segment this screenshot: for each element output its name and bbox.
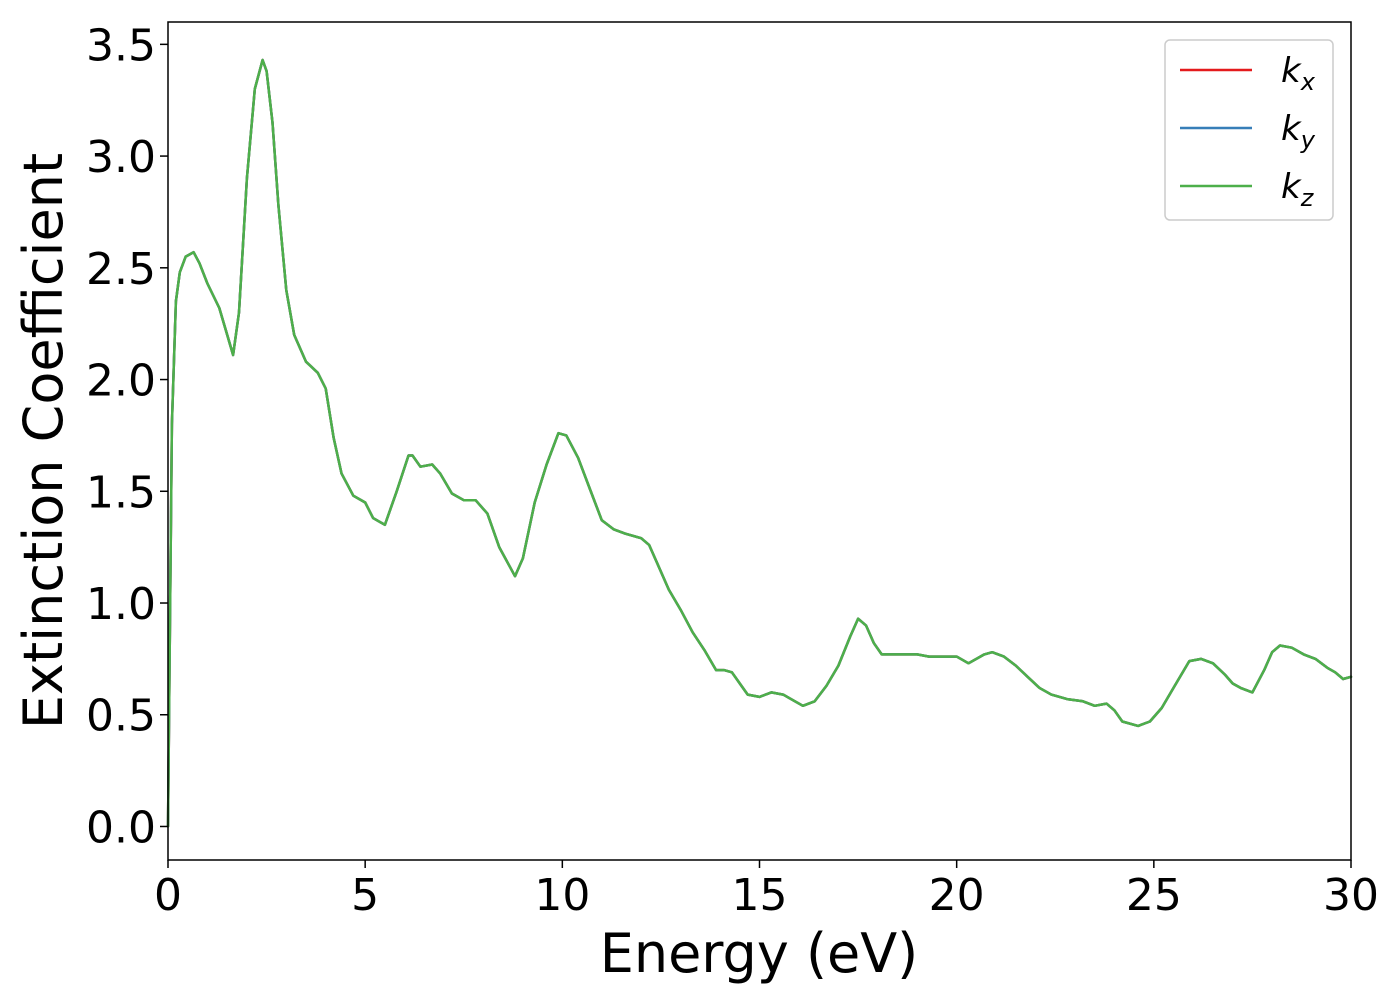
- x-axis-label: Energy (eV): [600, 922, 919, 985]
- series-layer: [166, 58, 1353, 828]
- y-axis-ticks: 0.0 0.5 1.0 1.5 2.0 2.5 3.0 3.5: [86, 20, 168, 853]
- y-tick-label: 1.5: [86, 467, 156, 518]
- y-tick-label: 0.5: [86, 691, 156, 742]
- y-tick-label: 3.0: [86, 132, 156, 183]
- x-tick-label: 10: [534, 870, 590, 921]
- y-tick-label: 2.0: [86, 356, 156, 407]
- y-tick-label: 2.5: [86, 244, 156, 295]
- x-tick-label: 5: [351, 870, 379, 921]
- y-tick-label: 3.5: [86, 20, 156, 71]
- legend-box: [1164, 39, 1334, 221]
- y-tick-label: 1.0: [86, 579, 156, 630]
- x-tick-label: 30: [1323, 870, 1379, 921]
- y-axis-label: Extinction Coefficient: [12, 153, 75, 729]
- x-tick-label: 15: [732, 870, 788, 921]
- series-line-k-z: [166, 58, 1353, 828]
- x-axis-ticks: 0 5 10 15 20 25 30: [154, 860, 1379, 921]
- x-tick-label: 25: [1126, 870, 1182, 921]
- y-tick-label: 0.0: [86, 802, 156, 853]
- x-tick-label: 0: [154, 870, 182, 921]
- x-tick-label: 20: [929, 870, 985, 921]
